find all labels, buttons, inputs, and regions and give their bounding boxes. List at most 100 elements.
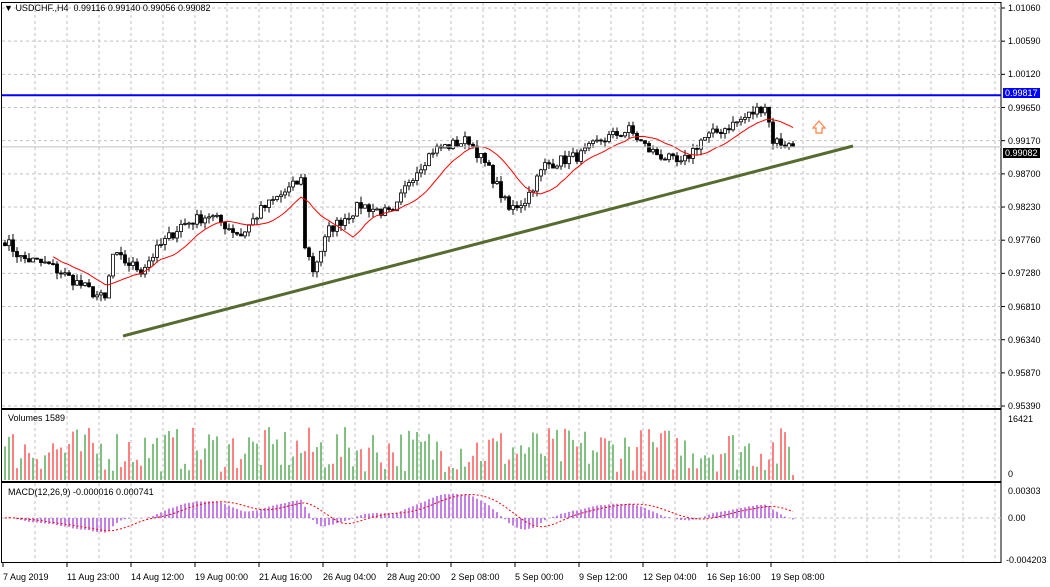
candle-body (63, 272, 67, 275)
candle-body (659, 154, 663, 160)
candle-body (455, 139, 459, 147)
price-tick: 0.99170 (1008, 135, 1041, 146)
moving-average-line (52, 118, 794, 286)
time-tick: 5 Sep 00:00 (515, 572, 564, 582)
candle-body (31, 257, 35, 263)
candle-body (399, 192, 403, 203)
candle-body (739, 118, 743, 123)
time-tick: 28 Aug 20:00 (387, 572, 441, 582)
volumes-min: 0 (1008, 469, 1014, 479)
candle-body (515, 205, 519, 209)
time-tick: 11 Aug 23:00 (67, 572, 120, 582)
candle-body (511, 205, 515, 210)
trendline (122, 144, 854, 338)
candle-body (251, 218, 255, 226)
candle-body (315, 261, 319, 273)
time-tick: 9 Sep 12:00 (579, 572, 628, 582)
candle-body (111, 253, 115, 277)
candle-body (11, 239, 15, 252)
price-tick: 1.01060 (1008, 3, 1041, 13)
candle-body (123, 254, 127, 264)
candle-body (535, 175, 539, 192)
candle-body (267, 199, 271, 208)
candle-body (591, 140, 595, 144)
candle-body (139, 269, 143, 275)
price-tick: 0.98230 (1008, 202, 1041, 213)
candle-body (287, 186, 291, 193)
candle-body (219, 214, 223, 223)
candle-body (523, 202, 527, 207)
current-price-tag: 0.99082 (1003, 148, 1040, 158)
time-tick: 14 Aug 12:00 (131, 572, 185, 582)
candle-body (495, 181, 499, 184)
time-tick: 16 Sep 16:00 (707, 572, 761, 582)
candle-body (543, 162, 547, 171)
candle-body (283, 191, 287, 196)
candle-body (579, 150, 583, 162)
candle-body (235, 232, 239, 235)
candle-body (351, 215, 355, 219)
candle-body (35, 257, 39, 260)
candle-body (67, 272, 71, 276)
time-tick: 2 Sep 08:00 (451, 572, 500, 582)
candle-body (695, 147, 699, 150)
candle-body (503, 196, 507, 199)
candle-body (423, 165, 427, 171)
candle-body (107, 275, 111, 299)
candle-body (83, 282, 87, 286)
candle-body (187, 222, 191, 225)
candle-body (199, 214, 203, 224)
candle-body (147, 260, 151, 268)
candle-body (583, 147, 587, 152)
candle-body (507, 196, 511, 210)
candle-body (475, 145, 479, 159)
candle-body (303, 177, 307, 249)
macd-max: 0.00303 (1008, 486, 1041, 496)
candle-body (487, 162, 491, 166)
candle-body (779, 138, 783, 146)
candle-body (7, 239, 11, 247)
candle-body (711, 128, 715, 134)
resistance-price-tag: 0.99817 (1003, 88, 1040, 98)
candle-body (211, 215, 215, 218)
candle-body (151, 256, 155, 262)
candle-body (367, 204, 371, 212)
candle-body (179, 223, 183, 232)
dropdown-triangle-icon[interactable]: ▼ (4, 3, 13, 13)
candle-body (563, 155, 567, 165)
candle-body (167, 232, 171, 239)
candle-body (407, 182, 411, 187)
candle-body (691, 147, 695, 159)
candle-body (731, 121, 735, 131)
time-tick: 21 Aug 16:00 (259, 572, 313, 582)
candle-body (559, 155, 563, 167)
candle-body (611, 131, 615, 136)
candle-body (279, 194, 283, 197)
candle-body (163, 238, 167, 245)
candle-body (327, 225, 331, 238)
candle-body (655, 149, 659, 156)
candle-body (747, 111, 751, 118)
candle-body (243, 231, 247, 237)
candle-body (395, 201, 399, 212)
candle-body (47, 261, 51, 264)
candle-body (311, 256, 315, 273)
candle-body (247, 224, 251, 233)
candle-body (339, 219, 343, 226)
candle-body (55, 263, 59, 274)
low-value: 0.99056 (142, 3, 176, 13)
candle-body (555, 165, 559, 169)
candle-body (347, 217, 351, 220)
candle-body (699, 139, 703, 150)
candle-body (775, 138, 779, 144)
candle-body (263, 205, 267, 208)
candle-body (255, 217, 259, 220)
candle-body (51, 263, 55, 265)
candle-body (595, 139, 599, 142)
candle-body (755, 106, 759, 115)
candle-body (551, 163, 555, 169)
candle-body (647, 143, 651, 153)
candle-body (119, 252, 123, 256)
panel-frame (1, 409, 1002, 482)
